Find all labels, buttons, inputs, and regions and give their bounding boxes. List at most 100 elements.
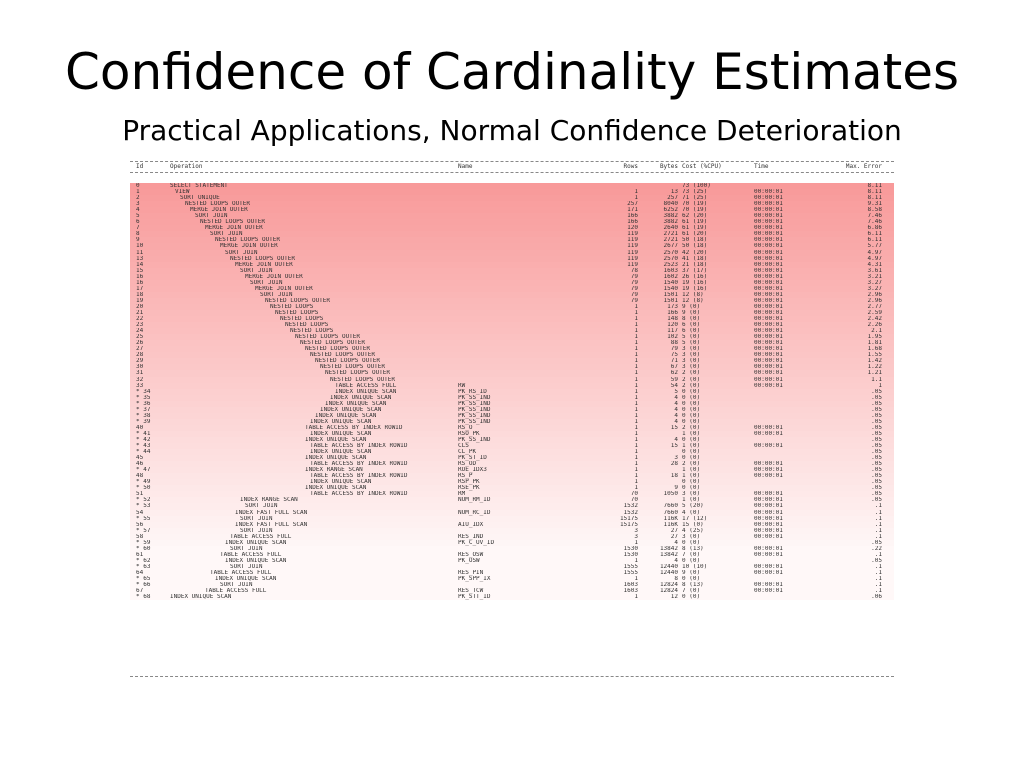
row-name: RSP_PK	[458, 479, 480, 486]
row-name: PK_ST_ID	[458, 455, 487, 462]
row-id: 2	[136, 195, 140, 202]
row-id: 13	[136, 255, 144, 262]
row-rows: 1	[634, 424, 638, 431]
header-time: Time	[754, 163, 769, 170]
row-time: 00:00:01	[754, 207, 783, 214]
row-time: 00:00:01	[754, 255, 783, 262]
row-max-error: .1	[874, 515, 882, 522]
row-time: 00:00:01	[754, 358, 783, 365]
row-id: 14	[136, 261, 144, 268]
row-bytes: 116K	[663, 521, 678, 528]
row-cost: 0 (0)	[682, 418, 701, 425]
plan-row: 21 NESTED LOOPS 1 166 9 (0) 00:00:01 2.59	[130, 309, 894, 317]
row-rows: 1	[634, 358, 638, 365]
plan-row: 58 TABLE ACCESS FULL RES_IND 3 27 3 (0) 00:00:…	[130, 533, 894, 540]
plan-row: 30 NESTED LOOPS OUTER 1 67 3 (0) 00:00:01 1.22	[130, 364, 894, 371]
plan-row: 56 INDEX FAST FULL SCAN AIU_IDX 15175 116K 15…	[130, 521, 894, 528]
row-name: CL_PK	[458, 449, 477, 456]
row-rows: 79	[630, 279, 638, 286]
row-operation: INDEX UNIQUE SCAN	[305, 436, 367, 443]
row-operation: MERGE JOIN OUTER	[220, 243, 278, 250]
row-rows: 1603	[623, 582, 638, 589]
row-bytes: 3882	[663, 213, 678, 220]
plan-row: 5 SORT JOIN 166 3882 62 (20) 00:00:01 7.46	[130, 213, 894, 220]
plan-row: * 39 INDEX UNIQUE SCAN PK_SS_IND 1 4 0 (0) .05	[130, 418, 894, 425]
row-bytes: 148	[667, 316, 678, 323]
row-id: 15	[136, 267, 144, 274]
row-time: 00:00:01	[754, 328, 783, 335]
row-operation: INDEX UNIQUE SCAN	[325, 400, 387, 407]
row-max-error: 5.77	[867, 243, 882, 250]
plan-row: * 55 SORT JOIN 15175 116K 17 (12) 00:00:01 .1	[130, 515, 894, 522]
row-id: 20	[136, 303, 144, 310]
row-rows: 166	[627, 213, 638, 220]
row-name: RS_OD	[458, 461, 477, 468]
row-id: * 36	[136, 400, 151, 407]
row-cost: 2 (0)	[682, 370, 701, 377]
row-operation: SORT JOIN	[230, 563, 263, 570]
row-bytes: 120	[667, 322, 678, 329]
plan-row: 11 SORT JOIN 119 2570 42 (20) 00:00:01 4.97	[130, 249, 894, 256]
row-time: 00:00:01	[754, 443, 783, 450]
row-bytes: 1602	[663, 273, 678, 280]
row-operation: NESTED LOOPS OUTER	[330, 376, 396, 383]
row-cost: 17 (12)	[682, 515, 708, 522]
plan-row: * 59 INDEX UNIQUE SCAN PK_C_UV_ID 1 4 0 (0) .0…	[130, 539, 894, 546]
row-max-error: .05	[871, 497, 882, 504]
row-operation: SORT JOIN	[230, 545, 263, 552]
row-bytes: 9	[674, 485, 678, 492]
row-id: 61	[136, 551, 144, 558]
row-name: RES_PIN	[458, 570, 484, 576]
row-max-error: .1	[874, 527, 882, 534]
row-operation: SORT JOIN	[210, 231, 243, 238]
row-name: RES_TCW	[458, 588, 484, 595]
row-operation: SORT JOIN	[195, 213, 228, 220]
row-max-error: .22	[871, 545, 882, 552]
row-id: 9	[136, 237, 140, 244]
row-id: * 43	[136, 443, 151, 450]
row-cost: 50 (18)	[682, 237, 708, 244]
row-id: 46	[136, 461, 144, 468]
row-cost: 1 (0)	[682, 473, 701, 480]
row-id: * 38	[136, 412, 151, 419]
row-cost: 2 (0)	[682, 382, 701, 389]
row-time: 00:00:01	[754, 297, 783, 304]
plan-row: * 50 INDEX UNIQUE SCAN RSE_PK 1 9 0 (0) .05	[130, 485, 894, 492]
row-name: RSE_PK	[458, 485, 480, 492]
row-cost: 3 (0)	[682, 358, 701, 365]
row-rows: 1	[634, 394, 638, 401]
row-operation: NESTED LOOPS	[275, 309, 319, 316]
row-max-error: 1.22	[867, 364, 882, 371]
row-rows: 1	[634, 364, 638, 371]
plan-row: 0 SELECT STATEMENT 73 (100) 8.11	[130, 183, 894, 190]
plan-row: 31 NESTED LOOPS OUTER 1 62 2 (0) 00:00:01 1.21	[130, 370, 894, 377]
row-id: 33	[136, 382, 144, 389]
row-bytes: 3	[674, 455, 678, 462]
row-time: 00:00:01	[754, 219, 783, 226]
row-operation: SORT JOIN	[250, 279, 283, 286]
row-bytes: 1501	[663, 297, 678, 304]
row-max-error: .05	[871, 430, 882, 437]
row-bytes: 13842	[659, 551, 678, 558]
row-time: 00:00:01	[754, 509, 783, 516]
row-cost: 19 (16)	[682, 285, 708, 292]
row-operation: INDEX UNIQUE SCAN	[310, 449, 372, 456]
row-id: 45	[136, 455, 144, 462]
row-id: 11	[136, 249, 144, 256]
row-operation: NESTED LOOPS OUTER	[300, 340, 366, 347]
row-time: 00:00:01	[754, 267, 783, 274]
row-operation: INDEX UNIQUE SCAN	[330, 394, 392, 401]
row-cost: 3 (0)	[682, 491, 701, 498]
plan-row: 16 MERGE JOIN OUTER 79 1602 26 (16) 00:00:01 3…	[130, 273, 894, 280]
plan-row: 64 TABLE ACCESS FULL RES_PIN 1555 12440 9 (0)…	[130, 570, 894, 577]
row-rows: 119	[627, 249, 638, 256]
row-rows: 1	[634, 449, 638, 456]
row-id: * 52	[136, 497, 151, 504]
row-id: 40	[136, 424, 144, 431]
row-operation: MERGE JOIN OUTER	[190, 207, 248, 214]
row-bytes: 2721	[663, 231, 678, 238]
row-id: 5	[136, 213, 140, 220]
row-bytes: 4	[674, 436, 678, 443]
row-cost: 6 (0)	[682, 322, 701, 329]
row-time: 00:00:01	[754, 588, 783, 595]
